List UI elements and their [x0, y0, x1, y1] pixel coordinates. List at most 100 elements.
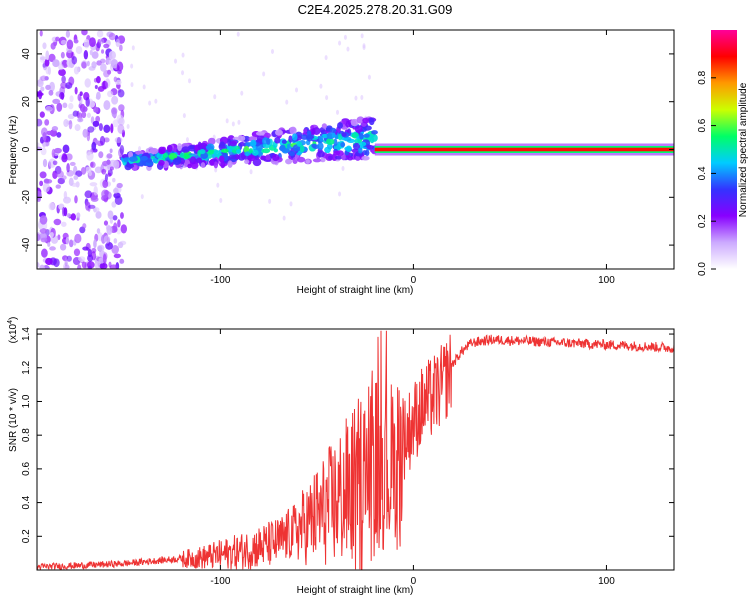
noise-blob — [37, 118, 43, 127]
trail-blob — [285, 158, 293, 165]
noise-blob — [40, 75, 48, 82]
noise-blob — [66, 213, 71, 218]
trail-blob — [306, 134, 313, 142]
noise-dot — [289, 201, 293, 207]
noise-blob — [69, 95, 74, 103]
noise-blob — [68, 76, 75, 86]
trail-blob — [359, 133, 364, 140]
noise-blob — [102, 179, 109, 189]
noise-blob — [39, 264, 45, 269]
trail-blob — [317, 150, 325, 158]
trail-blob — [366, 144, 375, 150]
noise-blob — [77, 117, 84, 123]
noise-dot — [140, 194, 144, 200]
noise-blob — [110, 166, 114, 171]
y-tick-label: 20 — [21, 96, 32, 108]
trail-blob — [353, 142, 361, 151]
trail-blob — [227, 160, 233, 168]
noise-blob — [113, 222, 118, 233]
trail-blob — [362, 117, 369, 124]
noise-blob — [48, 202, 55, 211]
trail-blob — [334, 155, 343, 160]
noise-blob — [87, 254, 94, 262]
noise-blob — [111, 95, 119, 105]
noise-blob — [113, 76, 118, 83]
noise-blob — [58, 68, 66, 77]
trail-blob — [220, 161, 226, 169]
trail-blob — [299, 145, 305, 153]
trail-blob — [250, 139, 257, 147]
noise-blob — [81, 30, 88, 36]
noise-blob — [97, 244, 105, 252]
noise-blob — [40, 237, 48, 243]
colorbar-tick-label: 0.8 — [697, 70, 708, 84]
trail-blob — [356, 116, 365, 124]
noise-blob — [75, 170, 83, 177]
trail-blob — [281, 139, 287, 144]
noise-blob — [96, 60, 102, 66]
y-tick-label: 1.4 — [21, 327, 32, 341]
noise-blob — [112, 215, 118, 221]
noise-blob — [73, 175, 79, 180]
noise-blob — [61, 75, 66, 84]
noise-blob — [71, 56, 78, 65]
noise-blob — [68, 119, 73, 130]
y-tick-label: 0.2 — [21, 529, 32, 543]
trail-blob — [262, 148, 271, 154]
x-tick-label: -100 — [210, 576, 230, 587]
trail-blob — [248, 148, 253, 154]
noise-blob — [55, 184, 61, 189]
noise-blob — [109, 264, 118, 269]
noise-blob — [87, 265, 92, 269]
trail-blob — [303, 128, 308, 133]
noise-blob — [73, 248, 81, 257]
noise-blob — [96, 30, 104, 38]
noise-blob — [98, 38, 105, 45]
noise-blob — [37, 262, 40, 268]
noise-blob — [89, 49, 93, 56]
noise-blob — [82, 246, 89, 251]
noise-blob — [44, 58, 50, 67]
noise-blob — [39, 180, 44, 187]
page-title: C2E4.2025.278.20.31.G09 — [297, 2, 453, 17]
colorbar — [711, 30, 737, 269]
noise-blob — [52, 160, 58, 166]
noise-blob — [96, 228, 101, 234]
noise-dot — [213, 94, 217, 100]
noise-blob — [45, 84, 51, 90]
noise-blob — [79, 91, 83, 97]
trail-blob — [166, 144, 173, 153]
noise-blob — [92, 120, 100, 127]
noise-dot — [338, 40, 342, 46]
noise-dot — [225, 118, 229, 124]
trail-blob — [140, 155, 148, 161]
trail-blob — [188, 145, 196, 150]
noise-blob — [98, 123, 103, 131]
noise-blob — [45, 50, 50, 61]
trail-blob — [177, 143, 182, 152]
noise-dot — [270, 48, 274, 54]
noise-dot — [367, 74, 371, 80]
trail-blob — [200, 162, 206, 168]
noise-blob — [106, 159, 111, 165]
trail-blob — [228, 154, 237, 159]
trail-blob — [352, 132, 359, 138]
trail-blob — [355, 155, 361, 161]
trail-blob — [331, 153, 338, 162]
colorbar-label: Normalized spectral amplitude — [738, 82, 749, 217]
x-tick-label: 100 — [598, 275, 615, 286]
colorbar-tick-label: 0.4 — [697, 166, 708, 180]
noise-blob — [42, 42, 47, 50]
trail-blob — [239, 141, 245, 147]
noise-blob — [49, 81, 55, 92]
noise-blob — [86, 112, 91, 118]
trail-blob — [288, 135, 293, 143]
noise-blob — [103, 100, 111, 111]
noise-blob — [74, 86, 78, 95]
noise-blob — [82, 128, 89, 138]
spectrogram-y-axis-label: Frequency (Hz) — [8, 116, 19, 185]
noise-blob — [55, 170, 64, 178]
noise-blob — [98, 151, 104, 159]
snr-series-line — [37, 330, 674, 570]
trail-blob — [327, 155, 333, 160]
